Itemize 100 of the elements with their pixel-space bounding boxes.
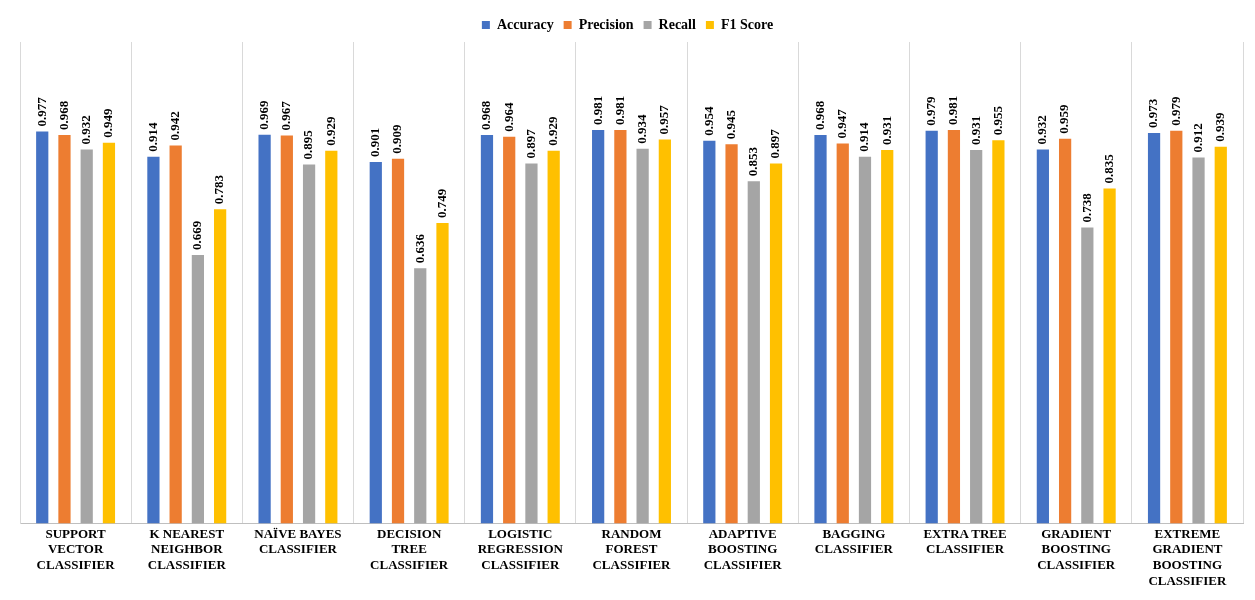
data-label: 0.914	[144, 122, 160, 152]
bar	[325, 150, 338, 524]
data-label: 0.939	[1212, 112, 1228, 142]
bar	[147, 156, 160, 524]
bar	[214, 209, 227, 524]
bar	[970, 149, 983, 524]
data-label: 0.931	[878, 115, 894, 145]
bar	[614, 129, 627, 524]
data-label: 0.929	[545, 116, 561, 146]
data-label: 0.979	[1167, 95, 1183, 126]
data-label: 0.901	[367, 127, 383, 157]
data-label: 0.979	[923, 95, 939, 126]
x-tick-label: DECISION TREE CLASSIFIER	[370, 525, 449, 572]
data-label: 0.945	[722, 109, 738, 140]
bar	[280, 135, 293, 524]
bar	[414, 268, 427, 524]
legend-label: Precision	[578, 16, 634, 32]
bar	[858, 156, 872, 524]
bar	[1058, 138, 1072, 524]
x-tick-label: ADAPTIVE BOOSTING CLASSIFIER	[703, 525, 783, 572]
x-tick-label: NAÏVE BAYES CLASSIFIER	[254, 525, 342, 557]
data-label: 0.949	[100, 107, 116, 138]
data-label: 0.932	[1034, 115, 1050, 145]
data-label: 0.783	[211, 174, 227, 205]
bar	[480, 135, 494, 524]
bar	[525, 163, 538, 524]
x-tick-label: SUPPORT VECTOR CLASSIFIER	[36, 525, 116, 572]
data-label: 0.909	[389, 124, 405, 154]
data-label: 0.932	[78, 115, 94, 145]
data-label: 0.959	[1056, 103, 1072, 134]
data-label: 0.636	[411, 233, 427, 264]
legend-label: F1 Score	[720, 16, 774, 32]
data-label: 0.955	[989, 105, 1005, 136]
bar	[814, 135, 827, 524]
bar	[1036, 149, 1049, 524]
data-label: 0.947	[834, 108, 850, 139]
data-label: 0.973	[1145, 98, 1161, 129]
bar	[725, 144, 738, 524]
x-tick-label: K NEAREST NEIGHBOR CLASSIFIER	[147, 525, 227, 572]
bar	[1147, 133, 1161, 524]
data-label: 0.967	[278, 100, 294, 131]
x-tick-label: GRADIENT BOOSTING CLASSIFIER	[1037, 525, 1116, 572]
data-label: 0.981	[945, 95, 961, 125]
bar	[747, 181, 760, 524]
bar	[1170, 130, 1183, 524]
data-label: 0.957	[656, 104, 672, 135]
data-label: 0.853	[745, 146, 761, 177]
bar	[703, 140, 716, 524]
bar	[36, 131, 49, 524]
bar	[503, 136, 516, 524]
bar	[80, 149, 93, 524]
bar	[169, 145, 182, 524]
data-label: 0.738	[1078, 192, 1094, 223]
data-label: 0.895	[300, 129, 316, 160]
x-tick-label: EXTRA TREE CLASSIFIER	[923, 525, 1007, 557]
bar	[369, 162, 382, 524]
bar	[1192, 157, 1205, 524]
data-label: 0.897	[767, 128, 783, 159]
x-tick-label: BAGGING CLASSIFIER	[814, 525, 894, 557]
data-label: 0.942	[167, 111, 183, 141]
bar	[947, 129, 961, 524]
bar	[191, 255, 205, 524]
bar	[925, 130, 938, 524]
data-label: 0.669	[189, 220, 205, 251]
x-tick-label: RANDOM FOREST CLASSIFIER	[592, 525, 672, 572]
bar	[992, 140, 1005, 524]
bar	[881, 149, 894, 524]
bar	[592, 129, 605, 524]
data-label: 0.981	[589, 95, 605, 125]
data-label: 0.912	[1189, 123, 1205, 153]
bar	[302, 164, 316, 524]
bar	[436, 223, 449, 524]
bar	[58, 135, 71, 524]
bar	[836, 143, 849, 524]
bar	[1081, 227, 1094, 524]
data-label: 0.929	[322, 116, 338, 146]
data-label: 0.897	[522, 128, 538, 159]
legend-label: Accuracy	[496, 16, 554, 32]
data-label: 0.981	[611, 95, 627, 125]
x-tick-label: EXTREME GRADIENT BOOSTING CLASSIFIER	[1148, 525, 1228, 588]
data-label: 0.931	[967, 115, 983, 145]
data-label: 0.749	[433, 188, 449, 218]
bar	[636, 148, 649, 524]
data-label: 0.914	[856, 122, 872, 152]
data-label: 0.977	[33, 96, 49, 127]
data-label: 0.835	[1100, 153, 1116, 184]
bar	[102, 142, 116, 524]
data-label: 0.969	[255, 99, 271, 130]
bar	[1103, 188, 1116, 524]
data-label: 0.968	[55, 100, 71, 131]
bar	[391, 158, 405, 524]
bar	[547, 150, 560, 524]
data-label: 0.968	[478, 100, 494, 131]
bar	[258, 134, 271, 524]
data-label: 0.968	[811, 100, 827, 131]
data-label: 0.934	[633, 114, 649, 144]
bar	[769, 163, 783, 524]
data-label: 0.954	[700, 105, 716, 136]
data-label: 0.964	[500, 101, 516, 132]
legend-label: Recall	[658, 16, 697, 32]
